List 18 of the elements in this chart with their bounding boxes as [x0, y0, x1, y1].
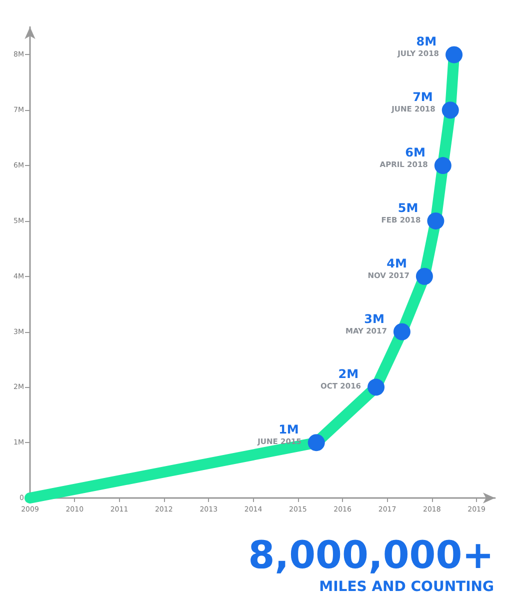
- point: [368, 378, 385, 396]
- point: [308, 434, 325, 452]
- text: 8,000,000+: [248, 533, 494, 577]
- point: [442, 102, 459, 119]
- data-label: 8M: [416, 34, 437, 49]
- data-label: 6M: [405, 146, 426, 160]
- data-label: 5M: [398, 200, 418, 215]
- point: [427, 212, 444, 230]
- data-label: 3M: [364, 312, 384, 326]
- data-label: 4M: [386, 256, 407, 270]
- text: MILES AND COUNTING: [319, 579, 494, 595]
- point: [416, 268, 433, 285]
- data-label: 2M: [338, 367, 359, 382]
- data-label: 1M: [278, 422, 299, 437]
- point: [434, 157, 452, 174]
- data-label: 7M: [412, 90, 433, 104]
- point: [393, 323, 410, 340]
- point: [446, 46, 463, 64]
